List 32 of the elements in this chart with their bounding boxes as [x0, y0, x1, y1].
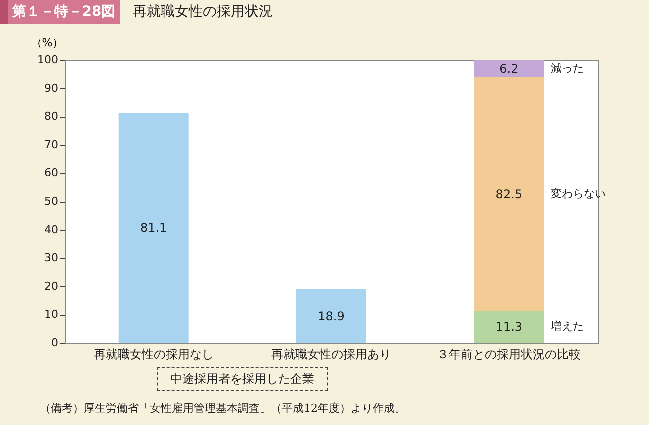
x-tick-label: ３年前との採用状況の比較: [437, 348, 582, 362]
series-label: 減った: [551, 62, 584, 75]
chart-title: 再就職女性の採用状況: [133, 3, 273, 22]
y-tick-label: 40: [44, 223, 58, 236]
y-axis-title: （%）: [31, 36, 64, 50]
bar: [474, 60, 544, 78]
series-label: 変わらない: [551, 187, 606, 200]
data-label: 81.1: [140, 221, 168, 236]
data-label: 6.2: [500, 62, 519, 76]
data-label: 18.9: [318, 309, 345, 324]
x-tick-label: 再就職女性の採用なし: [94, 348, 214, 362]
bar: [474, 78, 544, 312]
text: （備考）厚生労働省「女性雇用管理基本調査」（平成12年度）より作成。: [40, 401, 406, 416]
data-label: 82.5: [496, 187, 523, 202]
y-tick-label: 0: [52, 336, 58, 350]
bar: [118, 113, 189, 343]
y-tick-label: 100: [38, 54, 58, 66]
x-tick-label: 再就職女性の採用あり: [272, 348, 392, 362]
y-tick-label: 80: [44, 110, 58, 124]
y-tick-label: 50: [44, 195, 58, 208]
y-tick-label: 60: [44, 166, 58, 180]
series-label: 増えた: [550, 320, 584, 334]
bar: [474, 311, 544, 343]
y-tick-label: 10: [44, 308, 58, 322]
chart-subtitle: 第１－特－28図: [0, 0, 120, 24]
bar: [296, 290, 366, 343]
text: 中途採用者を採用した企業: [157, 367, 328, 391]
y-tick-label: 30: [44, 252, 58, 265]
y-tick-label: 20: [44, 280, 58, 293]
y-tick-label: 90: [44, 82, 58, 95]
y-tick-label: 70: [44, 138, 58, 152]
data-label: 11.3: [496, 320, 523, 334]
